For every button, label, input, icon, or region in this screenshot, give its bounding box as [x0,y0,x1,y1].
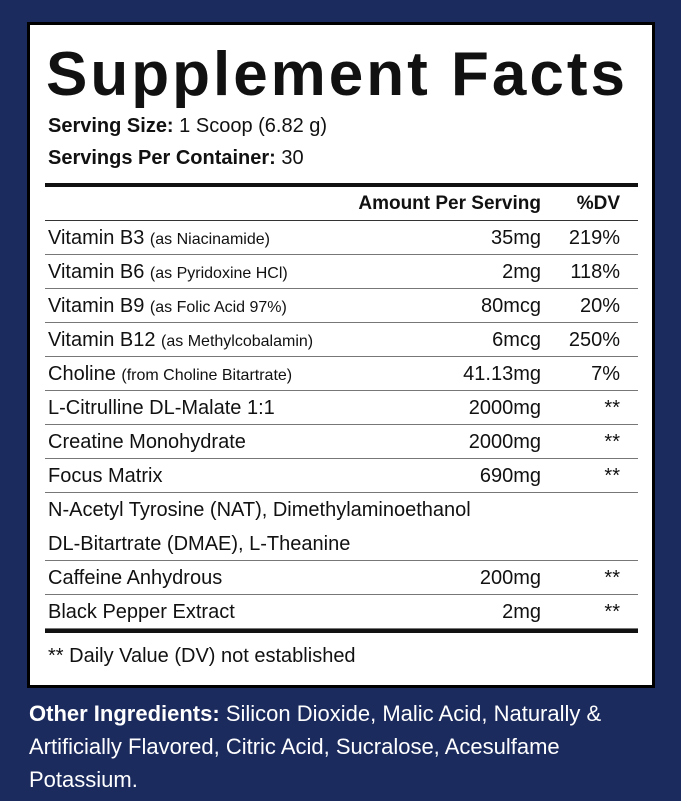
amount: 2000mg [468,397,541,419]
title: Supplement Facts [46,40,628,109]
amount: 2mg [502,601,541,623]
daily-value: 7% [591,363,620,385]
ingredient-name: Choline (from Choline Bitartrate) [48,363,292,386]
amount: 41.13mg [463,363,541,385]
ingredient-name: Creatine Monohydrate [48,431,246,454]
rule [45,183,638,187]
ingredient-name: L-Citrulline DL-Malate 1:1 [48,397,275,420]
facts-panel: Supplement Facts Serving Size: 1 Scoop (… [27,22,655,688]
name: Creatine Monohydrate [48,431,246,453]
amount: 690mg [479,465,541,487]
ingredient-name: Vitamin B3 (as Niacinamide) [48,227,270,250]
name: Vitamin B12 [48,329,156,351]
daily-value: ** [604,567,620,589]
name: Black Pepper Extract [48,601,235,623]
dv-header: %DV [576,193,620,214]
ingredient-name: Focus Matrix [48,465,162,488]
ingredient-row: N-Acetyl Tyrosine (NAT), Dimethylaminoet… [45,493,638,561]
ingredient-row: Creatine Monohydrate 2000mg ** [45,425,638,459]
value: 1 Scoop (6.82 g) [179,115,328,137]
footnote: ** Daily Value (DV) not established [48,645,356,667]
note: (as Folic Acid 97%) [149,299,287,316]
ingredient-row: Choline (from Choline Bitartrate) 41.13mg… [45,357,638,391]
ingredient-row: Caffeine Anhydrous 200mg ** [45,561,638,595]
other-ingredients: Other Ingredients: Silicon Dioxide, Mali… [29,697,649,796]
ingredient-row: Vitamin B9 (as Folic Acid 97%) 80mcg 20% [45,289,638,323]
note: (as Pyridoxine HCl) [149,265,288,282]
description-line: DL-Bitartrate (DMAE), L-Theanine [48,533,351,555]
name: Caffeine Anhydrous [48,567,223,589]
name: Focus Matrix [48,465,163,487]
serving-size: Serving Size: 1 Scoop (6.82 g) [48,115,327,138]
name: L-Citrulline DL-Malate 1:1 [48,397,275,419]
ingredient-row: Focus Matrix 690mg ** [45,459,638,493]
name: Choline [48,363,116,385]
amount: 2000mg [468,431,541,453]
ingredient-row: Vitamin B6 (as Pyridoxine HCl) 2mg 118% [45,255,638,289]
amount: 2mg [502,261,541,283]
rows: Vitamin B3 (as Niacinamide) 35mg 219% Vitam… [45,221,638,629]
label: Servings Per Container: [48,147,276,169]
ingredient-row: Vitamin B3 (as Niacinamide) 35mg 219% [45,221,638,255]
header-row: Amount Per Serving %DV [45,187,638,221]
amount-header: Amount Per Serving [358,193,541,214]
amount: 80mcg [480,295,541,317]
ingredient-name: Vitamin B6 (as Pyridoxine HCl) [48,261,288,284]
name: Vitamin B9 [48,295,145,317]
ingredient-name: Vitamin B9 (as Folic Acid 97%) [48,295,287,318]
label: Serving Size: [48,115,174,137]
note: (as Niacinamide) [149,231,270,248]
ingredient-row: L-Citrulline DL-Malate 1:1 2000mg ** [45,391,638,425]
name: Vitamin B3 [48,227,145,249]
amount: 6mcg [492,329,541,351]
ingredient-row: Black Pepper Extract 2mg ** [45,595,638,629]
servings-per-container: Servings Per Container: 30 [48,147,304,170]
label: Other Ingredients: [29,701,220,726]
daily-value: 219% [568,227,620,249]
rule [45,629,638,633]
daily-value: ** [604,431,620,453]
ingredient-name: Caffeine Anhydrous [48,567,222,590]
text: Silicon Dioxide, Malic Acid, Naturally &… [29,701,602,792]
value: 30 [281,147,304,169]
daily-value: 118% [570,261,620,283]
note: (as Methylcobalamin) [161,333,314,350]
name: Vitamin B6 [48,261,145,283]
daily-value: ** [604,601,620,623]
note: (from Choline Bitartrate) [121,367,293,384]
daily-value: ** [604,397,620,419]
daily-value: 250% [568,329,620,351]
ingredient-name: Vitamin B12 (as Methylcobalamin) [48,329,313,352]
description-line: N-Acetyl Tyrosine (NAT), Dimethylaminoet… [48,499,471,521]
ingredient-row: Vitamin B12 (as Methylcobalamin) 6mcg 250% [45,323,638,357]
daily-value: ** [604,465,620,487]
amount: 200mg [479,567,541,589]
amount: 35mg [490,227,541,249]
facts-table: Amount Per Serving %DV Vitamin B3 (as Ni… [45,183,638,680]
ingredient-name: Black Pepper Extract [48,601,235,624]
description: N-Acetyl Tyrosine (NAT), Dimethylaminoet… [48,493,471,561]
daily-value: 20% [579,295,620,317]
